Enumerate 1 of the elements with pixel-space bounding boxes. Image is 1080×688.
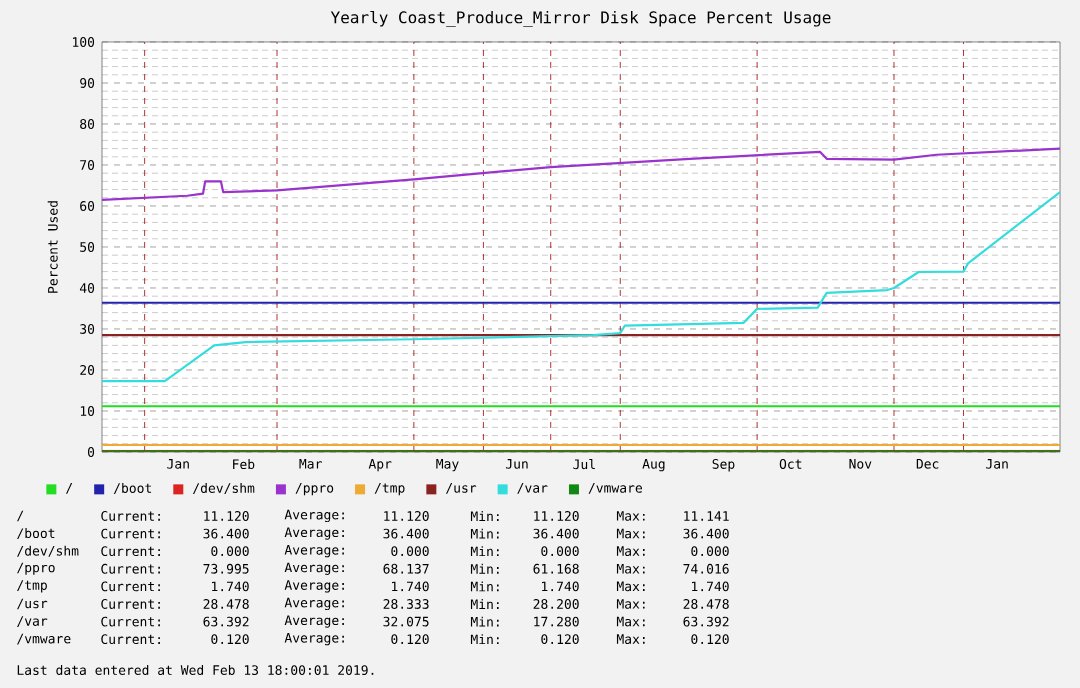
chart-title: Yearly Coast_Produce_Mirror Disk Space Percent Usage bbox=[330, 10, 831, 27]
